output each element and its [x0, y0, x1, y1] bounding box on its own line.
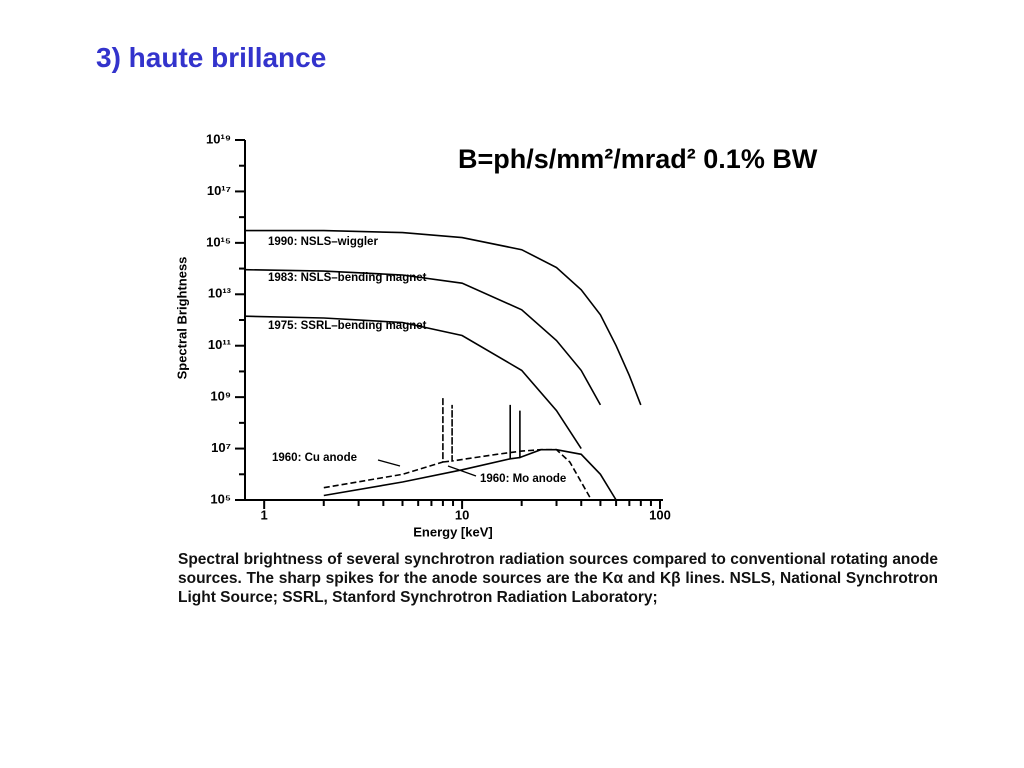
x-tick-label: 10	[455, 507, 469, 522]
series-label: 1990: NSLS–wiggler	[268, 236, 378, 248]
x-axis-label: Energy [keV]	[413, 524, 492, 539]
series-label: 1960: Cu anode	[272, 452, 357, 464]
series-line	[244, 315, 582, 450]
y-tick-label: 10¹⁵	[206, 234, 231, 249]
series-label: 1960: Mo anode	[480, 473, 566, 485]
slide-title: 3) haute brillance	[96, 42, 327, 73]
series-line	[244, 268, 602, 406]
series-line	[245, 229, 642, 406]
y-tick-label: 10⁹	[210, 389, 231, 404]
y-tick-label: 10¹⁹	[206, 131, 231, 146]
y-tick-label: 10⁵	[210, 491, 231, 506]
y-axis-label: Spectral Brightness	[174, 257, 189, 380]
chart: 10⁵ 10⁷ 10⁹ 10¹¹ 10¹³ 10¹⁵ 10¹⁷ 10¹⁹ 1 10 100 Energ…	[174, 131, 671, 539]
series-label: 1983: NSLS–bending magnet	[268, 272, 427, 284]
label-arrow	[377, 459, 401, 467]
series-label: 1975: SSRL–bending magnet	[268, 320, 427, 332]
formula: B=ph/s/mm²/mrad² 0.1% BW	[458, 144, 818, 174]
y-tick-label: 10⁷	[211, 440, 231, 455]
y-tick-label: 10¹³	[208, 286, 232, 301]
x-tick-label: 1	[261, 507, 268, 522]
y-tick-label: 10¹¹	[208, 337, 231, 352]
series-line	[323, 397, 593, 501]
caption: Spectral brightness of several synchrotr…	[178, 551, 938, 606]
label-arrow	[447, 465, 477, 477]
y-tick-label: 10¹⁷	[207, 183, 231, 198]
x-tick-label: 100	[649, 507, 671, 522]
series-line	[323, 404, 617, 501]
